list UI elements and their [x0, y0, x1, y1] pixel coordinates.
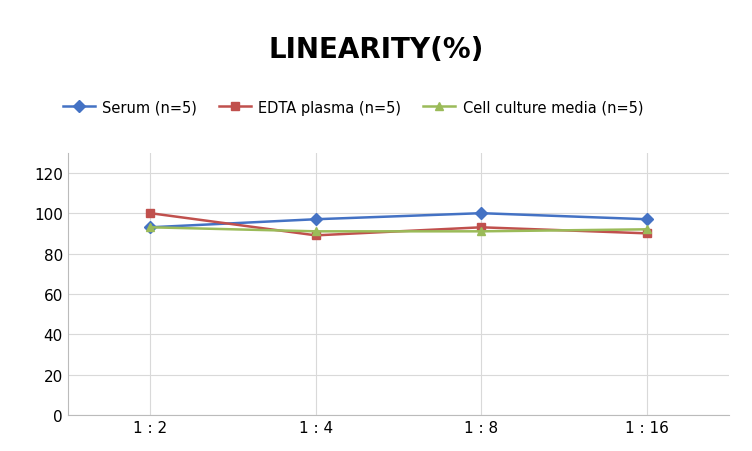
- Cell culture media (n=5): [311, 229, 320, 235]
- Line: Cell culture media (n=5): Cell culture media (n=5): [146, 224, 651, 236]
- Text: LINEARITY(%): LINEARITY(%): [268, 36, 484, 64]
- Serum (n=5): [477, 211, 486, 216]
- Cell culture media (n=5): [642, 227, 651, 233]
- Legend: Serum (n=5), EDTA plasma (n=5), Cell culture media (n=5): Serum (n=5), EDTA plasma (n=5), Cell cul…: [60, 97, 646, 118]
- EDTA plasma (n=5): [146, 211, 155, 216]
- Cell culture media (n=5): [477, 229, 486, 235]
- Cell culture media (n=5): [146, 225, 155, 230]
- EDTA plasma (n=5): [477, 225, 486, 230]
- EDTA plasma (n=5): [642, 231, 651, 236]
- Line: Serum (n=5): Serum (n=5): [146, 210, 651, 232]
- Line: EDTA plasma (n=5): EDTA plasma (n=5): [146, 210, 651, 240]
- Serum (n=5): [642, 217, 651, 222]
- Serum (n=5): [311, 217, 320, 222]
- EDTA plasma (n=5): [311, 233, 320, 239]
- Serum (n=5): [146, 225, 155, 230]
